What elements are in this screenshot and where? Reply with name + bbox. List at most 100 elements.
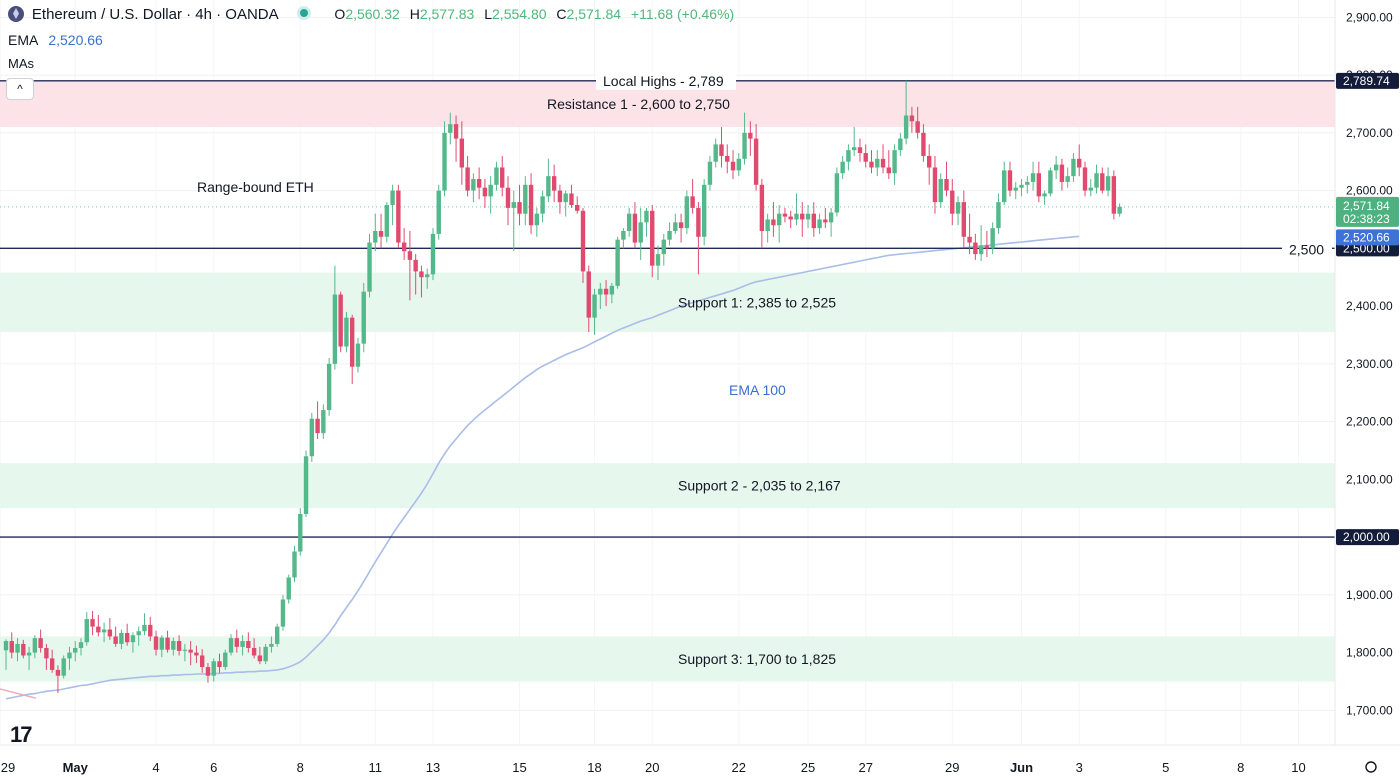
candle-body	[1053, 164, 1059, 171]
candle-body	[880, 158, 886, 168]
candle-body	[840, 161, 845, 174]
y-tick-label: 2,300.00	[1346, 357, 1393, 371]
candle-body	[615, 239, 620, 286]
x-tick-label: 11	[369, 760, 383, 775]
symbol-title[interactable]: Ethereum / U.S. Dollar · 4h · OANDA	[31, 6, 279, 23]
candle-body	[1077, 158, 1082, 168]
x-tick-label: 5	[1162, 760, 1169, 775]
candle-body	[765, 219, 770, 232]
low-value: 2,554.80	[492, 6, 547, 22]
candle-body	[321, 410, 326, 434]
candle-body	[534, 213, 540, 226]
candle-body	[1025, 181, 1030, 185]
candle-body	[794, 213, 799, 220]
candle-body	[678, 222, 684, 229]
candle-body	[471, 179, 476, 191]
candle-body	[73, 647, 78, 653]
y-tick-label: 1,800.00	[1346, 646, 1393, 660]
candle-body	[257, 655, 263, 662]
candle-body	[586, 271, 591, 318]
candle-body	[932, 167, 938, 203]
candle-body	[1088, 187, 1093, 191]
candle-body	[540, 196, 545, 214]
ethereum-icon	[8, 6, 24, 22]
candle-body	[78, 642, 84, 648]
mas-indicator-legend[interactable]: MAs	[8, 56, 34, 71]
candle-body	[338, 294, 343, 347]
candle-body	[459, 138, 465, 168]
candle-body	[944, 179, 949, 191]
candle-body	[442, 132, 447, 191]
candle-body	[199, 655, 205, 668]
candle-body	[742, 132, 747, 159]
ema-indicator-legend[interactable]: EMA 2,520.66	[8, 32, 103, 48]
zone-support	[0, 272, 1335, 333]
open-value: 2,560.32	[345, 6, 400, 22]
candle-body	[984, 245, 990, 249]
candle-body	[130, 635, 136, 643]
candle-body	[188, 649, 193, 653]
ema-label: EMA	[8, 32, 39, 48]
candle-body	[644, 210, 649, 223]
tag-last-bg	[1336, 196, 1399, 227]
candle-body	[961, 202, 967, 237]
candle-body	[650, 210, 655, 266]
candle-body	[413, 259, 418, 272]
candle-body	[990, 228, 995, 249]
candle-body	[903, 115, 909, 139]
tradingview-logo-icon: 17	[10, 722, 33, 747]
ema-value: 2,520.66	[48, 32, 103, 48]
candle-body	[1019, 184, 1024, 188]
candle-body	[1036, 173, 1042, 197]
candle-body	[246, 641, 251, 648]
x-tick-label: 29	[1, 760, 15, 775]
candle-body	[546, 176, 551, 197]
candle-body	[823, 219, 828, 223]
candle-body	[436, 190, 441, 234]
candle-body	[1082, 167, 1088, 191]
y-tick-label: 2,400.00	[1346, 299, 1393, 313]
tag-ema: 2,520.66	[1343, 230, 1390, 244]
candle-body	[165, 637, 170, 650]
x-tick-label: May	[63, 760, 89, 775]
x-tick-label: 22	[732, 760, 746, 775]
level-label-bg	[1282, 239, 1332, 258]
candle-body	[176, 641, 182, 651]
candle-body	[759, 184, 765, 232]
tag-2000: 2,000.00	[1343, 530, 1390, 544]
candle-body	[851, 147, 857, 151]
candle-body	[361, 291, 366, 344]
candle-body	[303, 456, 309, 514]
x-tick-label: 6	[210, 760, 217, 775]
tag-2000-bg	[1336, 529, 1399, 546]
candle-body	[61, 658, 66, 676]
candle-body	[805, 213, 811, 220]
candle-body	[38, 638, 43, 648]
candle-body	[315, 418, 320, 434]
candle-body	[661, 239, 666, 255]
candle-body	[240, 641, 245, 647]
candle-body	[632, 213, 638, 243]
candle-body	[1007, 170, 1013, 191]
candle-body	[707, 161, 713, 185]
candle-body	[505, 187, 511, 208]
candle-body	[292, 551, 297, 578]
candle-body	[701, 184, 707, 237]
candle-body	[927, 155, 932, 168]
candle-body	[286, 577, 291, 600]
candle-body	[396, 190, 401, 243]
tag-local-high-bg	[1336, 72, 1399, 89]
candle-body	[148, 624, 153, 637]
candle-body	[378, 231, 384, 237]
candle-body	[101, 629, 107, 633]
settings-gear-icon[interactable]	[1365, 761, 1377, 773]
y-tick-label: 1,700.00	[1346, 703, 1393, 717]
candle-body	[921, 132, 926, 156]
zone-label: Support 1: 2,385 to 2,525	[678, 294, 836, 310]
collapse-legend-button[interactable]: ^	[6, 78, 34, 100]
candle-body	[1105, 176, 1111, 191]
candle-body	[528, 184, 534, 226]
candle-body	[448, 124, 453, 133]
candle-body	[119, 632, 124, 644]
